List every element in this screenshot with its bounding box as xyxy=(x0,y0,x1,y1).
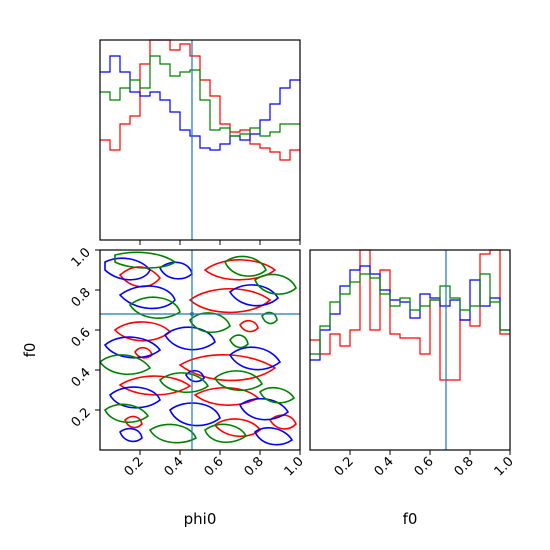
phi0-hist-frame xyxy=(99,39,301,241)
f0-hist-frame xyxy=(309,249,511,451)
contour-ytick-label-0: 0.2 xyxy=(69,405,94,430)
contour-xtick-label-4: 1.0 xyxy=(282,454,307,479)
phi0-hist-series-2 xyxy=(100,55,300,137)
contour-series-green xyxy=(100,251,297,444)
y-axis-label-f0: f0 xyxy=(21,343,39,358)
f0-hist-xtick-label-1: 0.4 xyxy=(372,454,397,479)
f0-hist-xtick-label-2: 0.6 xyxy=(412,454,437,479)
f0-hist-series-2 xyxy=(310,273,510,355)
contour-xtick-label-2: 0.6 xyxy=(202,454,227,479)
f0-hist-xtick-label-4: 1.0 xyxy=(492,454,517,479)
phi0-f0-contour-panel: 0.2 0.4 0.6 0.8 1.0 0.2 0.4 0.6 0.8 1.0 xyxy=(69,245,307,479)
f0-histogram-panel: 0.2 0.4 0.6 0.8 1.0 xyxy=(309,249,517,479)
contour-xtick-label-1: 0.4 xyxy=(162,454,187,479)
phi0-hist-series-1 xyxy=(100,55,300,151)
contour-ytick-label-4: 1.0 xyxy=(69,245,94,270)
contour-ytick-label-3: 0.8 xyxy=(69,285,94,310)
contour-truth-point xyxy=(190,312,194,316)
phi0-histogram-panel xyxy=(99,39,301,245)
contour-ytick-label-1: 0.4 xyxy=(69,365,94,390)
contour-ytick-label-2: 0.6 xyxy=(69,325,94,350)
contour-xtick-label-0: 0.2 xyxy=(122,454,147,479)
x-axis-label-f0: f0 xyxy=(403,510,418,528)
contour-xtick-label-3: 0.8 xyxy=(242,454,267,479)
contour-frame xyxy=(99,249,301,451)
f0-hist-xtick-label-0: 0.2 xyxy=(332,454,357,479)
x-axis-label-phi0: phi0 xyxy=(184,510,217,528)
f0-hist-xtick-label-3: 0.8 xyxy=(452,454,477,479)
axis-labels-layer: phi0 f0 f0 xyxy=(21,343,417,528)
f0-hist-series-0 xyxy=(310,249,510,381)
